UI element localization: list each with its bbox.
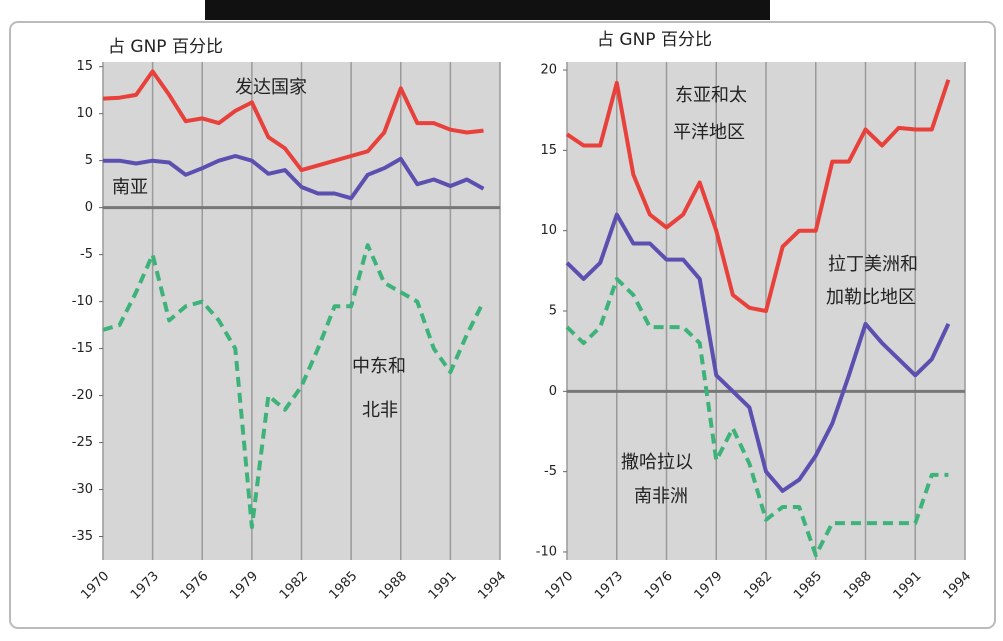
title-bar [205, 0, 770, 20]
y-tick-label: -25 [72, 435, 93, 450]
y-tick-label: 0 [85, 200, 93, 215]
series-line [565, 212, 951, 493]
y-tick-label: 0 [549, 384, 557, 399]
y-tick-label: -20 [72, 388, 93, 403]
annotation: 撒哈拉以 [621, 452, 693, 473]
y-tick-label: 5 [549, 304, 557, 319]
annotation: 发达国家 [235, 77, 307, 98]
series-line [103, 154, 485, 201]
y-tick-label: 15 [76, 59, 93, 74]
y-axis-label: 占 GNP 百分比 [108, 37, 223, 57]
y-tick-label: -5 [544, 464, 557, 479]
annotation: 北非 [362, 400, 398, 421]
annotation: 拉丁美洲和 [828, 254, 918, 275]
y-tick-label: -5 [80, 247, 93, 262]
series-line [565, 79, 951, 313]
y-tick-label: -10 [536, 544, 557, 559]
annotation: 中东和 [352, 356, 406, 377]
y-tick-label: 5 [85, 153, 93, 168]
y-tick-label: -35 [72, 529, 93, 544]
annotation: 南亚 [112, 177, 148, 198]
y-tick-label: 15 [540, 143, 557, 158]
y-tick-label: -30 [72, 482, 93, 497]
series-line [565, 276, 949, 558]
y-tick-label: 10 [540, 223, 557, 238]
annotation: 南非洲 [634, 486, 688, 507]
frame [9, 21, 996, 629]
y-tick-label: 10 [76, 106, 93, 121]
series-line [102, 243, 486, 530]
annotation: 平洋地区 [673, 122, 745, 143]
y-tick-label: 20 [540, 63, 557, 78]
y-tick-label: -15 [72, 341, 93, 356]
y-tick-label: -10 [72, 294, 93, 309]
series-line [102, 69, 484, 173]
annotation: 加勒比地区 [826, 287, 916, 308]
y-axis-label: 占 GNP 百分比 [597, 30, 712, 50]
annotation: 东亚和太 [675, 85, 747, 106]
